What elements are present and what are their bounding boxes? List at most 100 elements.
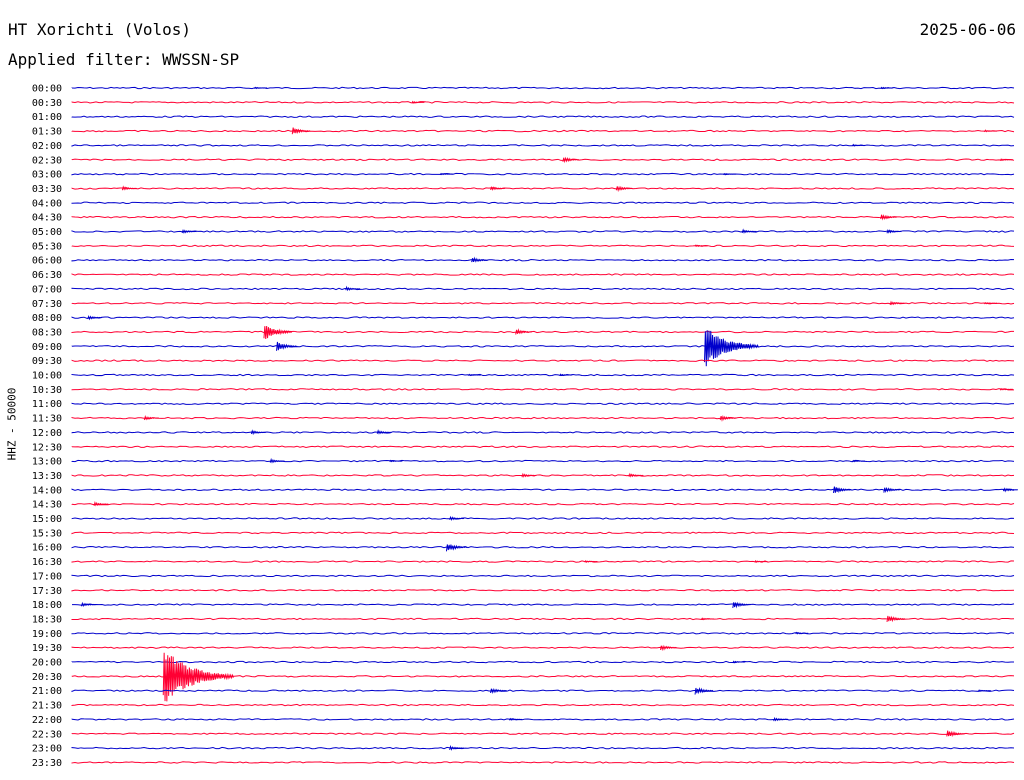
row-time-label: 04:30 [32, 213, 62, 224]
row-time-label: 20:30 [32, 672, 62, 683]
seismic-event [562, 156, 580, 164]
row-time-label: 00:00 [32, 84, 62, 95]
row-time-label: 19:00 [32, 629, 62, 640]
row-time-label: 09:30 [32, 356, 62, 367]
seismic-event [439, 172, 453, 176]
trace-line [71, 459, 1015, 463]
seismic-event [87, 315, 103, 321]
trace-line [71, 187, 1015, 190]
trace-line [71, 287, 1015, 291]
trace-line [71, 488, 1015, 492]
row-time-label: 12:00 [32, 428, 62, 439]
seismic-event [93, 501, 109, 507]
row-time-label: 08:00 [32, 313, 62, 324]
row-time-label: 02:30 [32, 155, 62, 166]
trace-line [71, 158, 1015, 161]
trace-line [71, 703, 1015, 707]
seismic-event [886, 615, 906, 623]
trace-line [71, 172, 1015, 176]
row-time-label: 02:00 [32, 141, 62, 152]
trace-line [71, 517, 1015, 520]
seismic-event [121, 185, 137, 191]
row-time-label: 20:00 [32, 658, 62, 669]
row-time-label: 11:30 [32, 414, 62, 425]
row-time-label: 22:00 [32, 715, 62, 726]
row-time-label: 21:30 [32, 701, 62, 712]
seismic-event [389, 459, 403, 463]
seismic-event [732, 601, 752, 609]
record-date: 2025-06-06 [919, 20, 1016, 39]
seismic-event [254, 86, 268, 90]
row-time-label: 04:00 [32, 198, 62, 209]
seismic-event [880, 214, 898, 221]
seismic-event [490, 185, 506, 191]
seismic-event [1002, 487, 1018, 493]
row-time-label: 10:30 [32, 385, 62, 396]
seismic-event [984, 301, 998, 305]
seismic-event [445, 544, 468, 552]
seismic-event [851, 459, 866, 463]
seismic-event [722, 172, 737, 176]
trace-line [71, 129, 1015, 133]
trace-line [71, 445, 1015, 448]
seismic-event [754, 559, 768, 563]
seismic-event [851, 143, 866, 147]
seismic-event [584, 559, 598, 564]
row-time-label: 09:00 [32, 342, 62, 353]
seismic-event [984, 129, 998, 133]
row-time-label: 18:30 [32, 614, 62, 625]
row-time-label: 03:00 [32, 170, 62, 181]
seismic-event [490, 687, 507, 695]
row-time-label: 15:30 [32, 528, 62, 539]
row-time-label: 14:00 [32, 485, 62, 496]
row-time-label: 05:00 [32, 227, 62, 238]
seismic-event [883, 486, 901, 493]
trace-line [71, 302, 1015, 305]
row-time-label: 01:00 [32, 112, 62, 123]
trace-line [71, 258, 1015, 262]
trace-line [71, 416, 1015, 420]
row-time-label: 19:30 [32, 643, 62, 654]
trace-line [71, 660, 1015, 664]
row-time-label: 07:30 [32, 299, 62, 310]
seismic-event [250, 429, 266, 436]
seismic-event [880, 86, 894, 90]
seismic-event [889, 300, 905, 306]
row-time-label: 16:00 [32, 543, 62, 554]
seismic-event [700, 617, 714, 621]
trace-line [71, 244, 1015, 248]
seismic-event [886, 229, 902, 234]
seismic-event [694, 686, 714, 695]
seismic-event [181, 228, 197, 234]
trace-line [71, 359, 1015, 362]
row-time-label: 23:30 [32, 758, 62, 769]
seismic-event [411, 100, 425, 104]
trace-line [71, 531, 1015, 535]
row-time-label: 21:00 [32, 686, 62, 697]
seismic-event [832, 486, 852, 494]
seismic-event [80, 601, 96, 608]
seismic-event [276, 341, 298, 351]
row-time-label: 17:30 [32, 586, 62, 597]
trace-line [71, 402, 1015, 405]
seismic-event [946, 730, 965, 738]
trace-line [71, 632, 1015, 635]
seismic-event [659, 644, 677, 652]
seismic-event [345, 285, 361, 292]
seismic-event [468, 373, 482, 377]
trace-line [71, 345, 1015, 348]
seismic-event [515, 328, 533, 335]
row-time-label: 16:30 [32, 557, 62, 568]
seismic-event [999, 387, 1013, 391]
row-time-label: 01:30 [32, 127, 62, 138]
row-time-label: 15:00 [32, 514, 62, 525]
row-time-label: 18:00 [32, 600, 62, 611]
row-time-label: 14:30 [32, 500, 62, 511]
trace-line [71, 431, 1015, 434]
row-time-label: 06:00 [32, 256, 62, 267]
trace-line [71, 718, 1015, 721]
trace-line [71, 761, 1015, 764]
trace-line [71, 589, 1015, 592]
seismic-event [449, 744, 465, 751]
